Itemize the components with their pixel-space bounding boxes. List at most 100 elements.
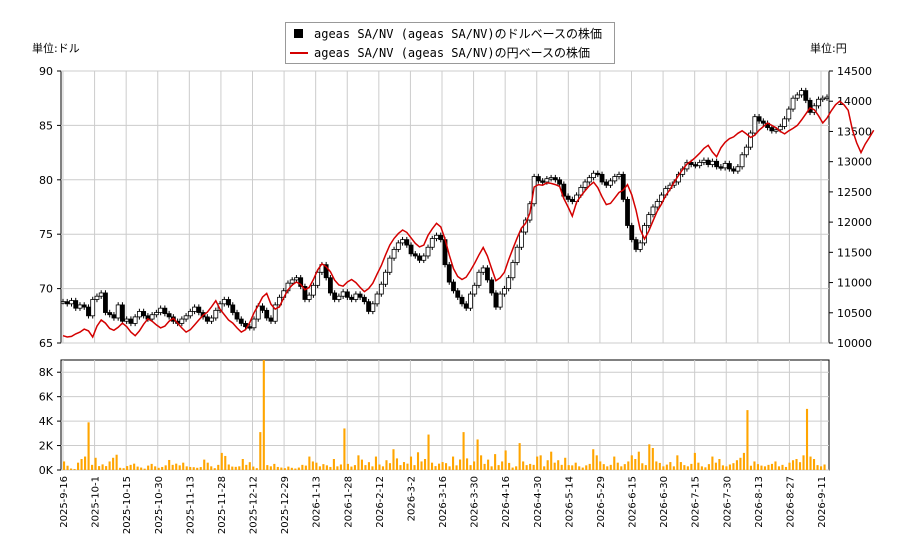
volume-bar (756, 464, 760, 470)
usd-candle (336, 295, 342, 300)
volume-bar (473, 461, 476, 470)
volume-bar (602, 464, 605, 470)
usd-candle (616, 173, 622, 177)
x-tick-label: 2025-11-28 (217, 476, 228, 534)
volume-bar (802, 455, 805, 470)
x-tick-label: 2026-4-30 (533, 476, 544, 528)
usd-candle (124, 318, 130, 322)
volume-bar (63, 461, 66, 470)
volume-bar (273, 463, 276, 470)
volume-bar (269, 466, 272, 470)
volume-bar (721, 465, 724, 470)
volume-bar (353, 465, 356, 470)
usd-candle (603, 181, 609, 186)
volume-bar (231, 466, 234, 470)
volume-bar (620, 466, 623, 470)
usd-candle (311, 284, 316, 296)
volume-bar (248, 462, 251, 470)
volume-bar (791, 460, 795, 470)
right-tick-label: 12500 (837, 186, 872, 199)
volume-bar (112, 457, 115, 470)
legend-item-jpy: ageas SA/NV (ageas SA/NV)の円ベースの株価 (286, 44, 614, 62)
volume-tick-label: 6K (39, 391, 54, 404)
volume-bar (437, 463, 441, 470)
volume-bar (294, 468, 297, 470)
usd-candle (599, 173, 605, 183)
volume-bar (483, 463, 486, 470)
usd-candle (69, 300, 74, 305)
usd-candle (344, 291, 350, 298)
volume-bar (564, 457, 567, 470)
volume-tick-label: 4K (39, 415, 54, 428)
volume-bar (574, 462, 577, 470)
volume-bar (189, 466, 192, 470)
x-tick-label: 2025-12-29 (280, 476, 291, 534)
volume-bar (704, 467, 707, 470)
usd-candle (697, 161, 703, 167)
usd-candle (544, 178, 550, 183)
usd-candle (735, 166, 741, 172)
volume-bar (795, 459, 798, 470)
x-tick-label: 2026-3-30 (470, 476, 481, 528)
usd-candle (417, 255, 422, 261)
usd-candle (64, 301, 70, 305)
x-tick-label: 2026-6-30 (659, 476, 670, 528)
volume-bar (553, 462, 556, 470)
usd-candle (332, 292, 338, 300)
usd-candle (510, 262, 516, 279)
usd-candle (726, 163, 732, 170)
usd-candle (794, 94, 800, 99)
usd-candle (221, 299, 227, 305)
usd-candle (302, 286, 308, 300)
volume-bar (66, 465, 69, 470)
volume-bar (676, 455, 679, 470)
volume-bar (609, 464, 612, 470)
right-tick-label: 10000 (837, 337, 872, 350)
usd-candle (86, 306, 91, 317)
volume-bar (641, 463, 644, 470)
volume-bar (567, 465, 570, 470)
volume-bar (606, 466, 609, 470)
volume-bar (224, 455, 227, 470)
volume-bar (423, 459, 427, 470)
usd-candle (790, 97, 796, 110)
usd-candle (209, 317, 214, 322)
right-tick-label: 11500 (837, 246, 872, 259)
left-tick-label: 75 (39, 228, 53, 241)
volume-bar (466, 458, 469, 470)
volume-bar (94, 457, 97, 470)
volume-bar (665, 464, 668, 470)
volume-bar (322, 464, 325, 470)
usd-candle (693, 164, 698, 167)
usd-candle (552, 177, 558, 181)
volume-bar (315, 462, 318, 470)
volume-bar (508, 462, 511, 470)
volume-bar (686, 466, 689, 470)
volume-bar (658, 462, 661, 470)
usd-candle (535, 176, 541, 182)
usd-candle (408, 244, 414, 255)
right-axis-unit: 単位:円 (810, 42, 847, 55)
volume-bar (809, 456, 812, 470)
x-tick-label: 2026-6-15 (628, 476, 639, 528)
volume-bar (655, 461, 658, 470)
volume-bar (732, 463, 735, 470)
volume-bar (578, 466, 581, 470)
x-tick-label: 2025-10-15 (122, 476, 133, 534)
volume-bar (416, 452, 420, 470)
x-tick-label: 2026-1-13 (312, 476, 323, 528)
usd-candle (149, 314, 155, 320)
volume-bar (434, 466, 437, 470)
usd-candle (714, 160, 720, 168)
usd-candle (659, 194, 664, 202)
volume-bar (290, 467, 293, 470)
volume-bar (252, 466, 255, 470)
chart-legend: ageas SA/NV (ageas SA/NV)のドルベースの株価 ageas… (285, 22, 615, 64)
usd-candle (506, 277, 512, 290)
usd-candle (412, 253, 418, 257)
usd-candle (136, 311, 142, 318)
volume-bar (227, 464, 230, 470)
volume-bar (669, 462, 672, 470)
usd-candle (620, 173, 626, 200)
